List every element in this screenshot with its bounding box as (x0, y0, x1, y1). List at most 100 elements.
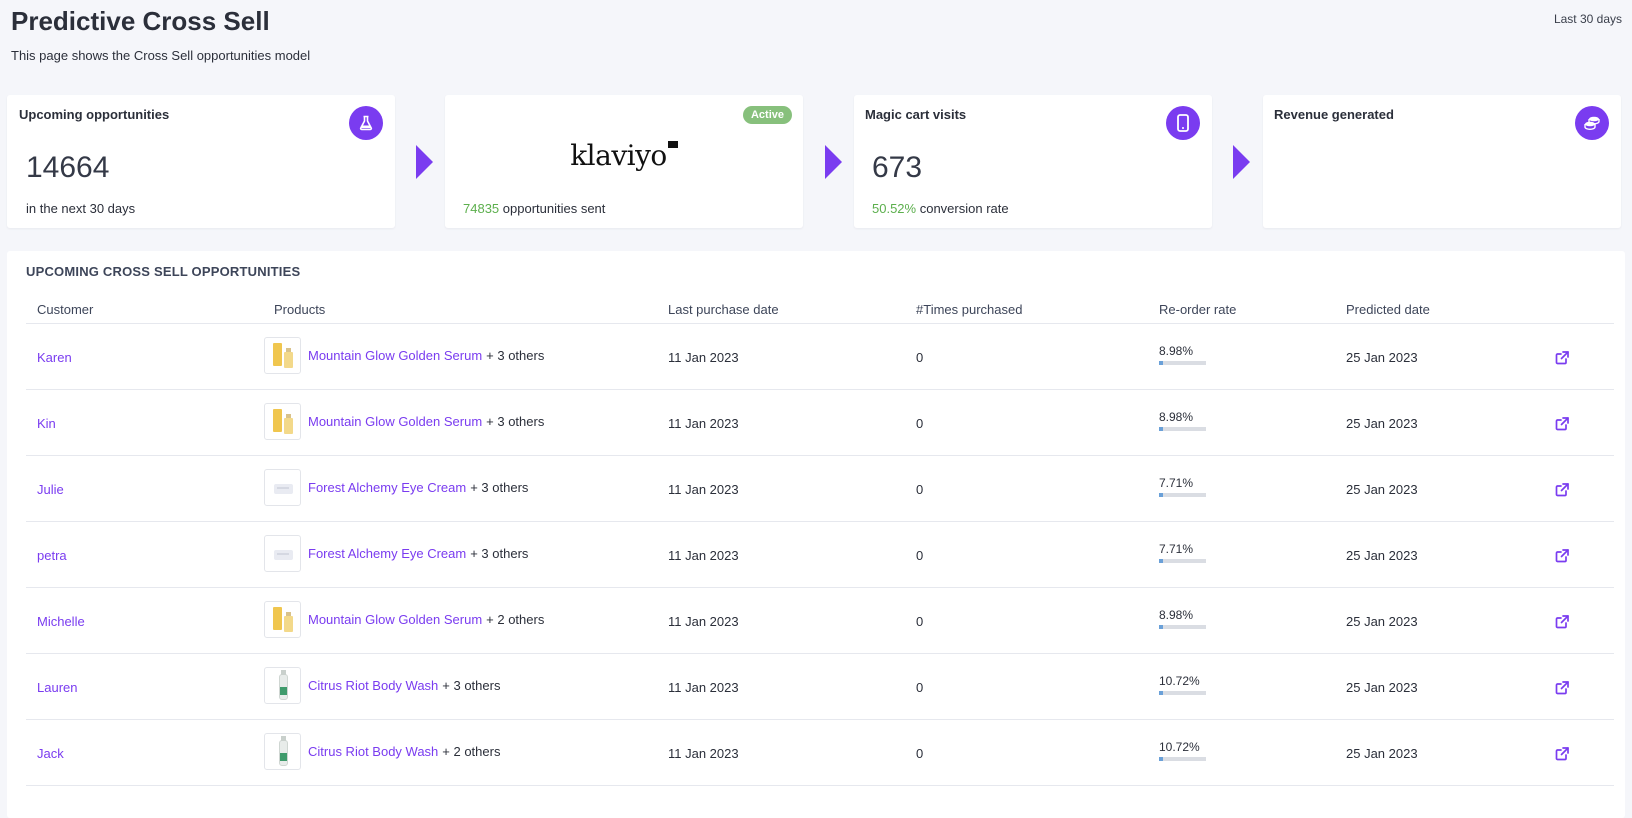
logo-flag-icon (667, 141, 678, 148)
magic-cart-value: 673 (872, 151, 923, 184)
product-link[interactable]: Mountain Glow Golden Serum (308, 611, 483, 627)
product-link[interactable]: Citrus Riot Body Wash (308, 743, 439, 759)
external-link-icon[interactable] (1555, 324, 1570, 390)
product-link[interactable]: Forest Alchemy Eye Cream (308, 545, 467, 561)
revenue-card: Revenue generated (1263, 95, 1621, 228)
last-purchase-cell: 11 Jan 2023 (668, 481, 739, 497)
status-badge: Active (742, 106, 792, 124)
flow-arrow-icon (825, 145, 842, 179)
table-row: Julie Forest Alchemy Eye Cream + 3 others 1… (26, 456, 1614, 522)
column-header-times-purchased[interactable]: #Times purchased (916, 302, 1023, 317)
table-header: Customer Products Last purchase date #Ti… (26, 291, 1614, 324)
external-link-icon[interactable] (1555, 720, 1570, 786)
product-others[interactable]: + 3 others (486, 413, 545, 429)
table-row: Karen Mountain Glow Golden Serum + 3 other… (26, 324, 1614, 390)
reorder-rate-value: 8.98% (1159, 409, 1194, 424)
customer-link[interactable]: Kin (37, 415, 56, 431)
product-thumbnail (264, 600, 301, 638)
product-thumbnail (264, 336, 301, 374)
revenue-title: Revenue generated (1274, 107, 1394, 122)
table-row: Jack Citrus Riot Body Wash + 2 others 11 Ja… (26, 720, 1614, 786)
product-others[interactable]: + 2 others (486, 611, 545, 627)
product-others[interactable]: + 3 others (486, 347, 545, 363)
page-subtitle: This page shows the Cross Sell opportuni… (11, 48, 311, 63)
column-header-customer[interactable]: Customer (37, 302, 94, 317)
reorder-rate-bar-fill (1159, 756, 1163, 761)
opportunities-table-panel: UPCOMING CROSS SELL OPPORTUNITIES Custom… (7, 251, 1625, 818)
product-thumbnail (264, 534, 301, 572)
product-link[interactable]: Mountain Glow Golden Serum (308, 347, 483, 363)
customer-link[interactable]: Lauren (37, 679, 78, 695)
reorder-rate-bar (1159, 492, 1206, 497)
opportunities-sent-caption: opportunities sent (502, 201, 606, 216)
product-thumbnail (264, 402, 301, 440)
mobile-phone-icon (1166, 106, 1200, 140)
column-header-reorder-rate[interactable]: Re-order rate (1159, 302, 1237, 317)
reorder-rate-bar (1159, 558, 1206, 563)
products-cell: Forest Alchemy Eye Cream + 3 others (264, 456, 528, 522)
reorder-rate-bar-fill (1159, 558, 1163, 563)
predicted-date-cell: 25 Jan 2023 (1346, 415, 1418, 431)
reorder-rate-bar (1159, 360, 1206, 365)
customer-link[interactable]: Karen (37, 349, 72, 365)
date-range-selector[interactable]: Last 30 days (1553, 12, 1622, 26)
times-purchased-cell: 0 (916, 547, 924, 563)
times-purchased-cell: 0 (916, 745, 924, 761)
column-header-last-purchase[interactable]: Last purchase date (668, 302, 779, 317)
klaviyo-logo: klaviyo (445, 139, 803, 172)
predicted-date-cell: 25 Jan 2023 (1346, 679, 1418, 695)
times-purchased-cell: 0 (916, 481, 924, 497)
table-title: UPCOMING CROSS SELL OPPORTUNITIES (26, 264, 301, 279)
magic-cart-title: Magic cart visits (865, 107, 967, 122)
conversion-rate-caption: conversion rate (919, 201, 1009, 216)
products-cell: Mountain Glow Golden Serum + 3 others (264, 324, 544, 390)
column-header-products[interactable]: Products (274, 302, 326, 317)
conversion-rate-value: 50.52% (872, 201, 917, 216)
product-link[interactable]: Mountain Glow Golden Serum (308, 413, 483, 429)
reorder-rate-cell: 7.71% (1159, 522, 1206, 588)
external-link-icon[interactable] (1555, 390, 1570, 456)
product-others[interactable]: + 2 others (442, 743, 501, 759)
upcoming-opportunities-title: Upcoming opportunities (19, 107, 170, 122)
external-link-icon[interactable] (1555, 588, 1570, 654)
external-link-icon[interactable] (1555, 456, 1570, 522)
products-cell: Citrus Riot Body Wash + 3 others (264, 654, 500, 720)
customer-link[interactable]: Julie (37, 481, 64, 497)
product-link[interactable]: Citrus Riot Body Wash (308, 677, 439, 693)
times-purchased-cell: 0 (916, 613, 924, 629)
last-purchase-cell: 11 Jan 2023 (668, 613, 739, 629)
reorder-rate-bar-fill (1159, 624, 1163, 629)
predicted-date-cell: 25 Jan 2023 (1346, 745, 1418, 761)
product-others[interactable]: + 3 others (470, 479, 529, 495)
table-row: petra Forest Alchemy Eye Cream + 3 others 1… (26, 522, 1614, 588)
reorder-rate-cell: 8.98% (1159, 324, 1206, 390)
flask-icon (349, 106, 383, 140)
reorder-rate-cell: 8.98% (1159, 588, 1206, 654)
customer-link[interactable]: Michelle (37, 613, 85, 629)
conversion-rate: 50.52% conversion rate (872, 201, 1009, 216)
customer-link[interactable]: petra (37, 547, 67, 563)
product-others[interactable]: + 3 others (442, 677, 501, 693)
external-link-icon[interactable] (1555, 654, 1570, 720)
last-purchase-cell: 11 Jan 2023 (668, 349, 739, 365)
customer-cell: Lauren (37, 654, 77, 720)
customer-cell: Kin (37, 390, 56, 456)
reorder-rate-bar-fill (1159, 690, 1163, 695)
products-cell: Mountain Glow Golden Serum + 2 others (264, 588, 544, 654)
column-header-predicted-date[interactable]: Predicted date (1346, 302, 1430, 317)
reorder-rate-value: 8.98% (1159, 343, 1194, 358)
customer-cell: Karen (37, 324, 72, 390)
product-others[interactable]: + 3 others (470, 545, 529, 561)
magic-cart-card: Magic cart visits 673 50.52% conversion … (854, 95, 1212, 228)
reorder-rate-bar-fill (1159, 492, 1163, 497)
product-link[interactable]: Forest Alchemy Eye Cream (308, 479, 467, 495)
reorder-rate-bar (1159, 690, 1206, 695)
customer-link[interactable]: Jack (37, 745, 64, 761)
predicted-date-cell: 25 Jan 2023 (1346, 613, 1418, 629)
klaviyo-card: Active klaviyo 74835 opportunities sent (445, 95, 803, 228)
external-link-icon[interactable] (1555, 522, 1570, 588)
reorder-rate-cell: 10.72% (1159, 720, 1206, 786)
predicted-date-cell: 25 Jan 2023 (1346, 481, 1418, 497)
table-row: Kin Mountain Glow Golden Serum + 3 others 1… (26, 390, 1614, 456)
flow-arrow-icon (416, 145, 433, 179)
